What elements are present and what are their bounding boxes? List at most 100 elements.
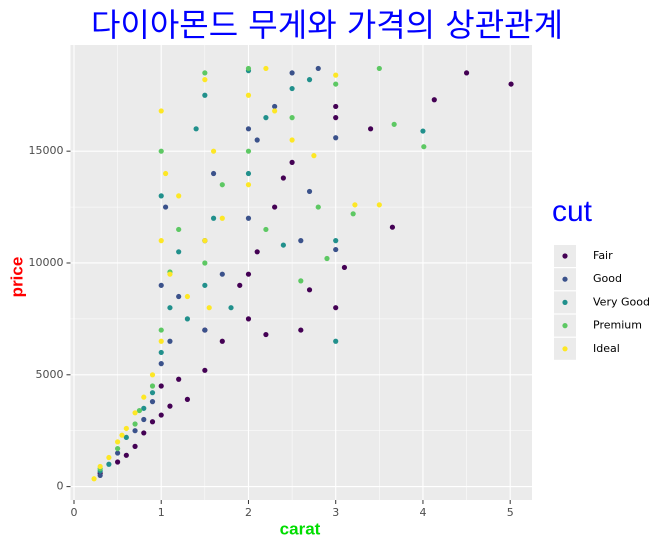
point	[202, 92, 208, 98]
point	[245, 182, 252, 188]
point	[149, 372, 156, 378]
point	[158, 383, 164, 389]
y-tick-label: 15000	[29, 144, 64, 157]
point	[508, 81, 514, 87]
point	[272, 108, 278, 114]
x-tick-label: 2	[245, 506, 252, 519]
point	[333, 305, 339, 311]
point	[141, 430, 147, 436]
point	[158, 148, 164, 154]
legend-label: Premium	[593, 319, 642, 332]
point	[162, 204, 169, 210]
point	[272, 204, 278, 210]
point	[115, 439, 121, 445]
point	[219, 215, 225, 221]
legend-swatch	[562, 253, 568, 259]
point	[315, 65, 321, 72]
point	[115, 450, 121, 456]
point	[333, 81, 339, 87]
point	[141, 416, 147, 423]
point	[352, 202, 358, 208]
point	[202, 367, 208, 373]
point	[210, 148, 217, 154]
point	[149, 419, 156, 425]
point	[263, 115, 269, 121]
point	[202, 282, 208, 288]
point	[149, 383, 156, 389]
point	[202, 70, 208, 76]
point	[115, 459, 121, 465]
x-tick-label: 0	[70, 506, 77, 519]
point	[176, 226, 182, 233]
point	[97, 472, 103, 479]
point	[210, 170, 217, 177]
point	[136, 407, 143, 414]
point	[119, 432, 125, 438]
point	[376, 65, 382, 72]
point	[158, 193, 164, 199]
point	[333, 115, 339, 121]
point	[167, 305, 173, 311]
point	[289, 137, 295, 143]
y-axis-label: price	[7, 257, 26, 298]
point	[391, 121, 397, 127]
point	[167, 403, 173, 409]
plot-panel	[70, 45, 532, 500]
point	[272, 103, 278, 110]
x-tick-label: 4	[419, 506, 426, 519]
point	[123, 434, 129, 441]
point	[263, 226, 269, 233]
point	[158, 361, 164, 367]
point	[289, 115, 295, 121]
x-axis-label: carat	[280, 519, 321, 538]
point	[389, 224, 396, 230]
point	[289, 70, 295, 76]
point	[237, 282, 243, 288]
point	[184, 396, 191, 402]
point	[245, 65, 252, 72]
point	[210, 215, 217, 221]
point	[245, 148, 252, 154]
point	[219, 338, 225, 344]
point	[132, 410, 138, 416]
point	[315, 204, 321, 210]
legend-swatch	[562, 299, 568, 305]
point	[228, 305, 234, 311]
legend-label: Very Good	[593, 295, 650, 308]
point	[333, 246, 339, 253]
point	[167, 338, 173, 344]
point	[158, 338, 164, 344]
point	[202, 327, 208, 333]
point	[245, 316, 252, 322]
point	[245, 170, 252, 177]
point	[298, 238, 304, 244]
point	[333, 338, 339, 344]
point	[463, 70, 470, 76]
x-tick-label: 3	[332, 506, 339, 519]
point	[245, 215, 252, 221]
point	[333, 103, 339, 110]
point	[97, 463, 103, 470]
y-tick-label: 5000	[36, 368, 64, 381]
point	[298, 327, 304, 333]
point	[193, 126, 199, 132]
point	[254, 249, 260, 255]
point	[132, 428, 138, 434]
point	[141, 394, 147, 400]
point	[123, 452, 129, 458]
y-tick-label: 0	[57, 480, 64, 493]
point	[162, 170, 169, 177]
point	[115, 445, 121, 452]
point	[158, 327, 164, 333]
point	[123, 425, 129, 432]
x-tick-label: 1	[158, 506, 165, 519]
point	[176, 376, 182, 382]
point	[311, 153, 317, 159]
legend-swatch	[562, 276, 568, 282]
point	[280, 242, 286, 248]
point	[421, 144, 427, 150]
point	[158, 412, 164, 418]
point	[184, 293, 191, 300]
point	[306, 287, 313, 293]
point	[132, 443, 138, 449]
